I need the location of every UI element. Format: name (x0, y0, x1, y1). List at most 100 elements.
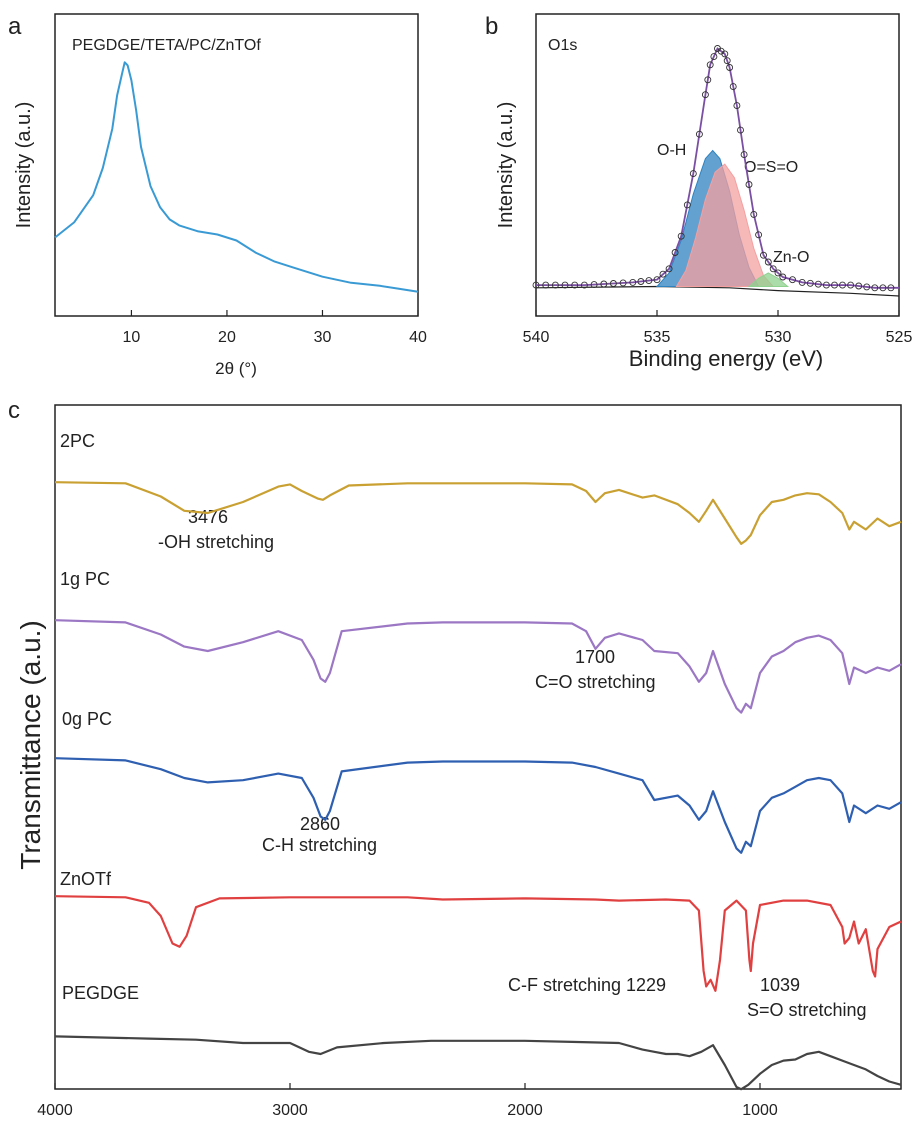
panel-c-label: c (8, 397, 20, 424)
panel-b-data-point (571, 281, 579, 289)
panel-b-tick-label-530: 530 (765, 329, 792, 346)
annotation-3476: 3476 (188, 507, 228, 527)
panel-b-data-point (653, 276, 661, 284)
panel-b-tick-label-525: 525 (886, 329, 913, 346)
panel-b-data-point (721, 50, 729, 58)
panel-c-tick-label-4000: 4000 (37, 1102, 73, 1119)
panel-b-label: b (485, 13, 498, 40)
panel-b-data-point (831, 281, 838, 289)
panel-b-data-point (726, 64, 734, 71)
panel-b-data-point (798, 278, 806, 286)
series-label-pegdge: PEGDGE (62, 983, 139, 1003)
annotation-oh-stretching: -OH stretching (158, 532, 274, 552)
panel-b-data-point (814, 280, 822, 288)
annotation-o-s-o: O=S=O (744, 159, 798, 176)
panel-b-x-ticks: 540 535 530 525 (523, 310, 913, 346)
annotation-1700: 1700 (575, 647, 615, 667)
series-label-0g-pc: 0g PC (62, 709, 112, 729)
panel-a-tick-label-30: 30 (314, 329, 332, 346)
panel-a-tick-label-20: 20 (218, 329, 236, 346)
panel-a-title: PEGDGE/TETA/PC/ZnTOf (72, 37, 261, 54)
panel-b-data-point (677, 232, 685, 240)
panel-c-ylabel: Transmittance (a.u.) (15, 620, 46, 869)
panel-a: a PEGDGE/TETA/PC/ZnTOf Intensity (a.u.) … (8, 13, 427, 378)
panel-b-data-point (542, 281, 550, 289)
panel-a-tick-label-40: 40 (409, 329, 427, 346)
annotation-cf-stretching-1229: C-F stretching 1229 (508, 975, 666, 995)
panel-b-data-point (619, 279, 627, 287)
panel-b-data-point (695, 130, 703, 138)
panel-b-data-point (729, 83, 737, 91)
panel-b-data-point (659, 270, 667, 278)
panel-a-plot (54, 61, 419, 293)
panel-c-tick-label-2000: 2000 (507, 1102, 543, 1119)
panel-c-line-znotf (54, 895, 902, 992)
panel-c-line-0g-pc (54, 757, 902, 854)
panel-b-data-point (609, 280, 617, 287)
panel-b-data-point (871, 284, 879, 292)
panel-c-frame (54, 404, 902, 1090)
panel-b-data-point (737, 126, 744, 134)
panel-b-data-point (769, 265, 777, 273)
panel-b-data-point (590, 281, 598, 289)
panel-b-data-point (704, 76, 712, 84)
panel-a-label: a (8, 13, 22, 40)
panel-b-data-point (863, 283, 871, 291)
panel-b: b O1s Intensity (a.u.) Binding energy (e… (485, 13, 912, 371)
panel-b-data-point (733, 102, 741, 110)
panel-b-data-point (645, 277, 653, 285)
series-label-1g-pc: 1g PC (60, 569, 110, 589)
panel-b-tick-label-540: 540 (523, 329, 550, 346)
panel-b-ylabel: Intensity (a.u.) (495, 102, 517, 229)
annotation-zn-o: Zn-O (773, 249, 809, 266)
panel-a-tick-label-10: 10 (123, 329, 141, 346)
panel-b-title: O1s (548, 37, 577, 54)
panel-b-plot (532, 45, 900, 297)
panel-a-x-ticks: 10 20 30 40 (123, 310, 427, 346)
panel-b-data-point (755, 231, 763, 239)
annotation-so-stretching: S=O stretching (747, 1000, 867, 1020)
series-label-2pc: 2PC (60, 431, 95, 451)
panel-b-data-point (822, 281, 830, 289)
series-label-znotf: ZnOTf (60, 869, 112, 889)
panel-c: c Transmittance (a.u.) 2PC 1g PC 0g PC Z… (8, 397, 902, 1119)
panel-b-data-point (723, 57, 731, 65)
annotation-ch-stretching: C-H stretching (262, 835, 377, 855)
panel-c-line-1g-pc (54, 619, 902, 714)
panel-c-plot (54, 481, 902, 1091)
panel-b-data-point (701, 91, 709, 99)
annotation-1039: 1039 (760, 975, 800, 995)
panel-b-data-point (887, 284, 895, 292)
panel-b-data-point (551, 281, 559, 289)
panel-a-frame (54, 13, 419, 317)
annotation-co-stretching: C=O stretching (535, 672, 656, 692)
panel-a-ylabel: Intensity (a.u.) (13, 102, 35, 229)
panel-b-data-point (671, 249, 679, 256)
panel-c-x-ticks: 4000 3000 2000 1000 (37, 1083, 778, 1119)
panel-c-line-2pc (54, 481, 902, 545)
panel-b-data-point (774, 269, 782, 277)
panel-b-data-point (683, 201, 691, 209)
panel-b-data-point (637, 278, 645, 285)
panel-b-data-point (580, 281, 588, 289)
panel-c-tick-label-3000: 3000 (272, 1102, 308, 1119)
panel-b-data-point (760, 251, 767, 259)
panel-b-tick-label-535: 535 (644, 329, 671, 346)
panel-b-data-point (710, 53, 718, 61)
annotation-o-h: O-H (657, 142, 686, 159)
panel-b-component-zn-o (747, 272, 790, 287)
panel-b-data-point (779, 273, 787, 281)
panel-b-data-point (665, 265, 673, 273)
panel-b-data-point (764, 258, 772, 266)
panel-c-line-pegdge (54, 1035, 902, 1091)
panel-b-data-point (855, 282, 863, 290)
panel-b-data-point (532, 281, 540, 289)
panel-c-tick-label-1000: 1000 (742, 1102, 778, 1119)
panel-b-data-point (740, 151, 748, 159)
panel-b-data-point (789, 276, 796, 284)
panel-b-baseline (535, 285, 900, 297)
panel-b-data-point (847, 281, 855, 289)
panel-b-data-point (745, 181, 753, 188)
panel-b-frame (535, 13, 900, 317)
